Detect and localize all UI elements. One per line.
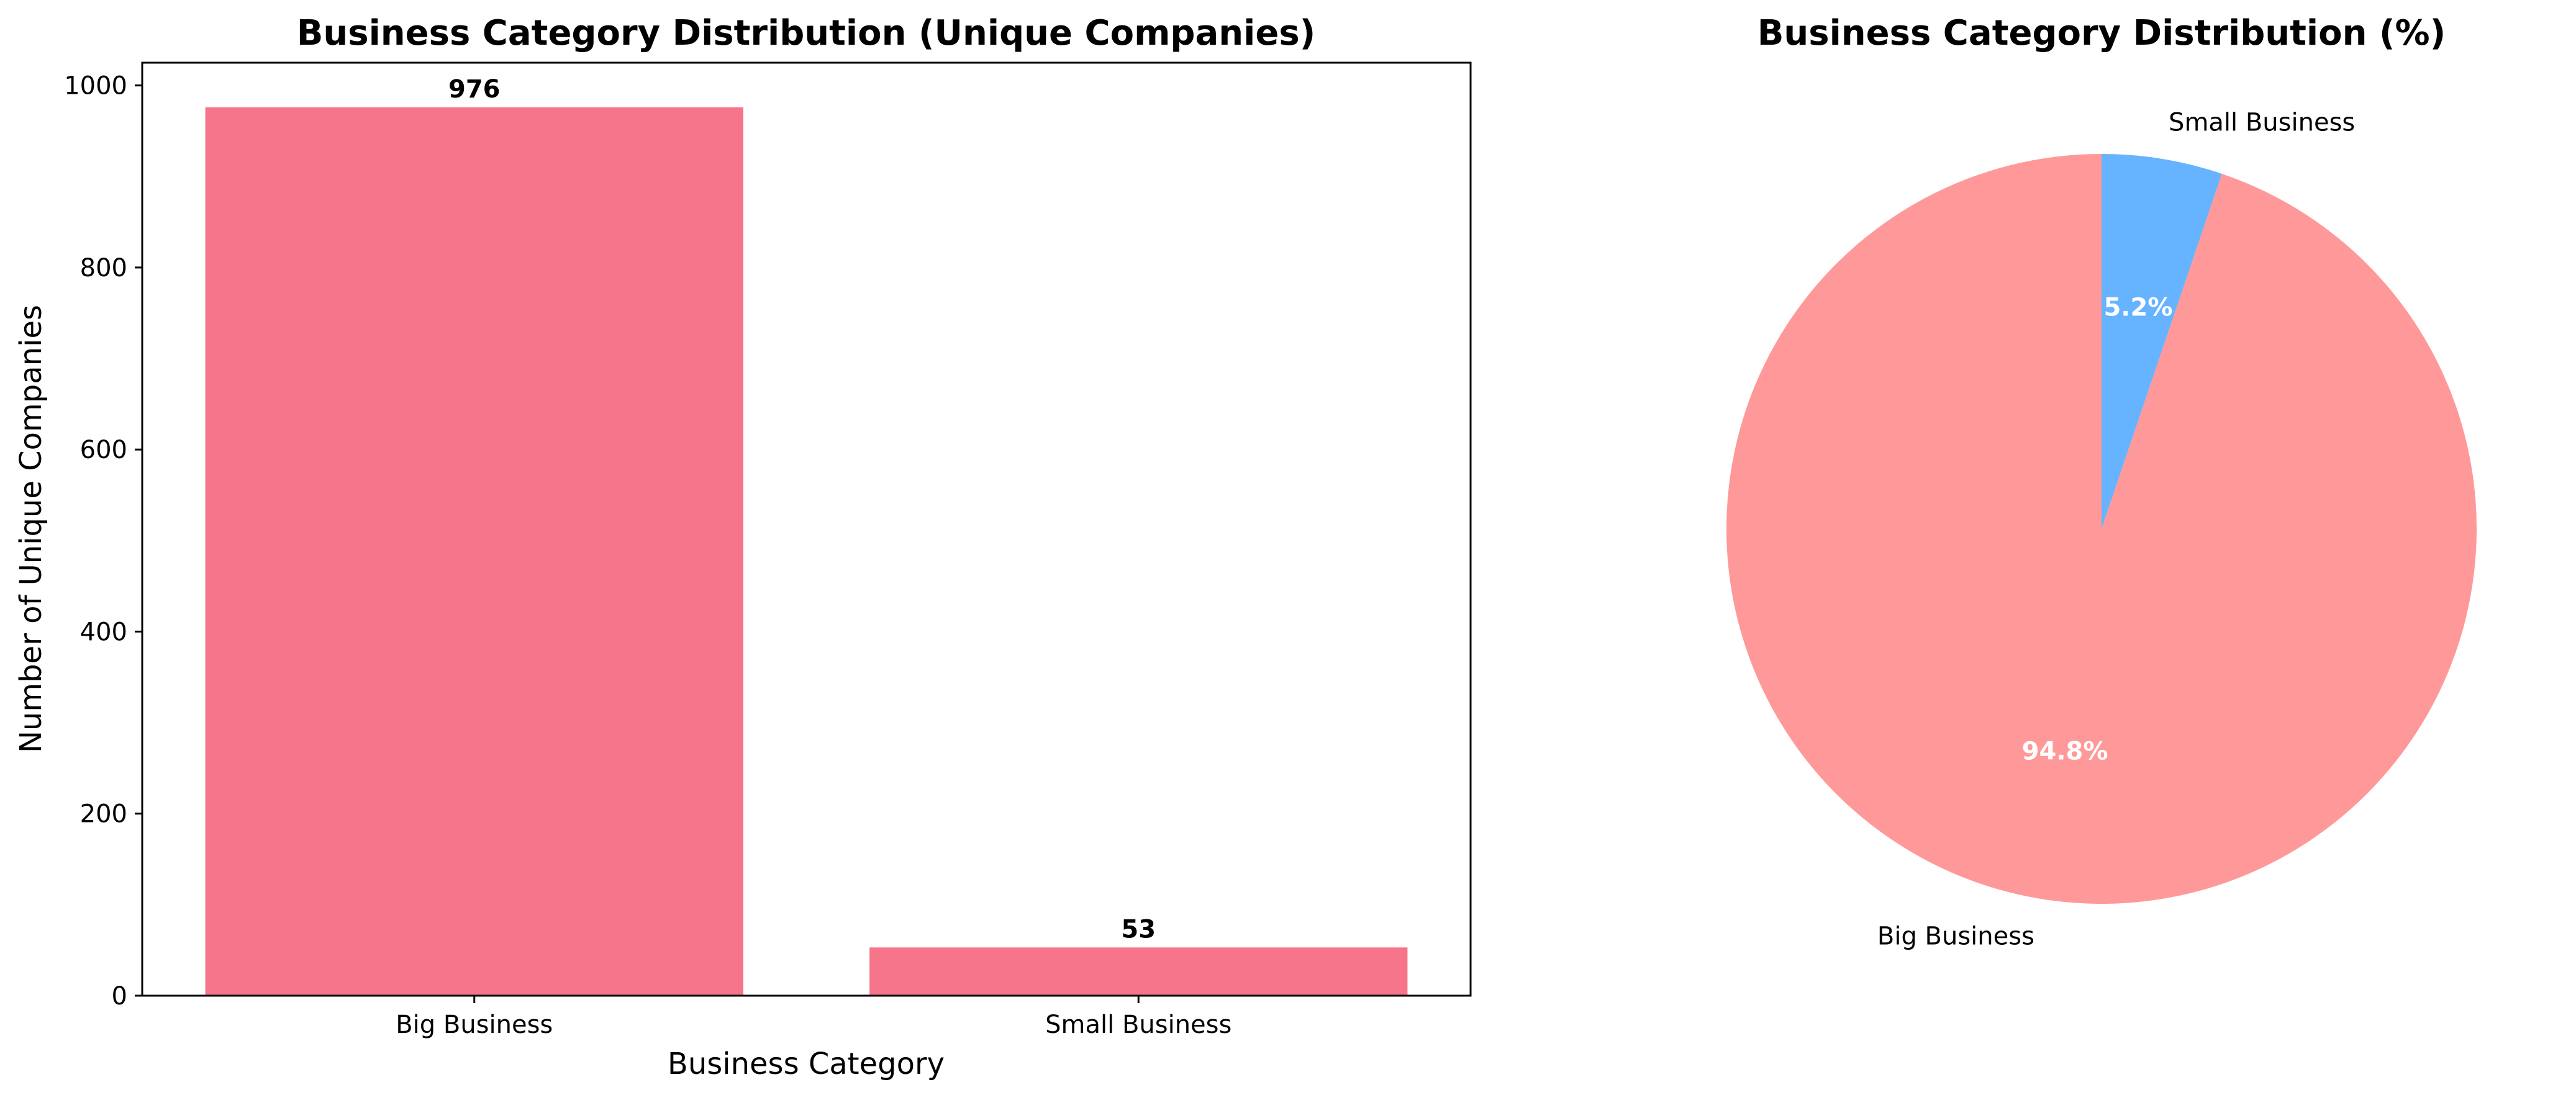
pie-label-small-business: Small Business <box>2169 108 2355 137</box>
y-tick-label: 800 <box>80 254 127 282</box>
y-tick-label: 0 <box>112 982 127 1011</box>
y-tick-label: 400 <box>80 618 127 646</box>
bar-group <box>205 107 1408 996</box>
bar-y-axis-label: Number of Unique Companies <box>14 305 48 753</box>
bar-value-labels: 976 53 <box>448 75 1156 944</box>
bar-y-ticks: 0 200 400 600 800 1000 <box>64 72 142 1011</box>
pie-pct-label-big-business: 94.8% <box>2022 737 2108 766</box>
y-tick-label: 600 <box>80 436 127 464</box>
bar-small-business <box>869 947 1408 996</box>
bar-value-label: 53 <box>1121 915 1156 944</box>
y-tick-label: 1000 <box>64 72 127 101</box>
y-tick-label: 200 <box>80 800 127 829</box>
bar-big-business <box>205 107 743 996</box>
bar-plot-frame <box>141 61 1472 997</box>
x-tick-label: Small Business <box>1045 1011 1231 1039</box>
bar-value-label: 976 <box>448 75 501 104</box>
bar-x-ticks: Big Business Small Business <box>396 996 1231 1039</box>
bar-x-axis-label: Business Category <box>668 1047 945 1081</box>
pie-label-big-business: Big Business <box>1877 922 2034 951</box>
pie-chart: Business Category Distribution (%) 5.2% S… <box>1726 13 2477 951</box>
pie-labels: 5.2% Small Business 94.8% Big Business <box>1877 108 2355 950</box>
pie-slices <box>1726 154 2477 904</box>
pie-slice-big-business <box>1726 154 2477 904</box>
pie-slice-small-business <box>2102 154 2222 529</box>
pie-chart-title: Business Category Distribution (%) <box>1757 13 2446 53</box>
pie-pct-label-small-business: 5.2% <box>2103 293 2172 322</box>
x-tick-label: Big Business <box>396 1011 553 1039</box>
bar-chart-title: Business Category Distribution (Unique C… <box>297 13 1316 53</box>
bar-chart: Business Category Distribution (Unique C… <box>14 13 1472 1081</box>
